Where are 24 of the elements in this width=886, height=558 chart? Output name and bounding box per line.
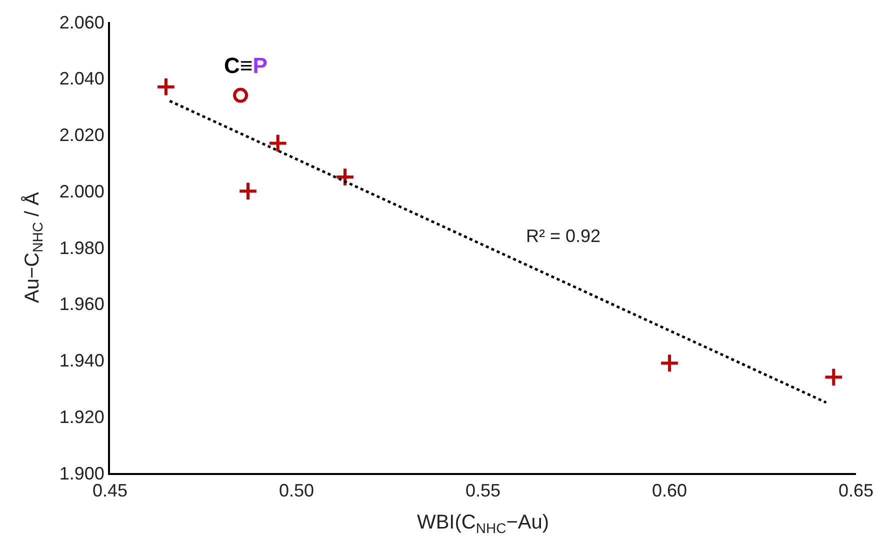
y-tick-label: 2.020 bbox=[59, 125, 104, 146]
y-tick-label: 1.940 bbox=[59, 350, 104, 371]
y-tick-label: 2.060 bbox=[59, 12, 104, 32]
y-tick-label: 2.040 bbox=[59, 68, 104, 89]
point bbox=[233, 88, 248, 103]
y-tick-label: 1.920 bbox=[59, 406, 104, 427]
x-tick-label: 0.55 bbox=[465, 480, 501, 501]
annotation: R² = 0.92 bbox=[526, 226, 601, 246]
x-tick-label: 0.60 bbox=[652, 480, 688, 501]
x-tick-label: 0.50 bbox=[278, 480, 314, 501]
point bbox=[660, 353, 680, 373]
y-tick-label: 2.000 bbox=[59, 181, 104, 202]
x-tick-label: 0.45 bbox=[92, 480, 128, 501]
point bbox=[156, 76, 176, 97]
point bbox=[238, 181, 258, 202]
point bbox=[335, 167, 355, 187]
point bbox=[268, 133, 288, 154]
annotation: C≡P bbox=[224, 53, 268, 78]
y-tick-label: 1.960 bbox=[59, 294, 104, 314]
x-axis-title: WBI(C$_{NHC}$−Au) bbox=[416, 512, 550, 536]
x-tick-label: 0.65 bbox=[838, 480, 874, 501]
y-tick-label: 1.900 bbox=[59, 463, 104, 484]
point bbox=[824, 367, 844, 388]
y-tick-label: 1.980 bbox=[59, 238, 104, 258]
